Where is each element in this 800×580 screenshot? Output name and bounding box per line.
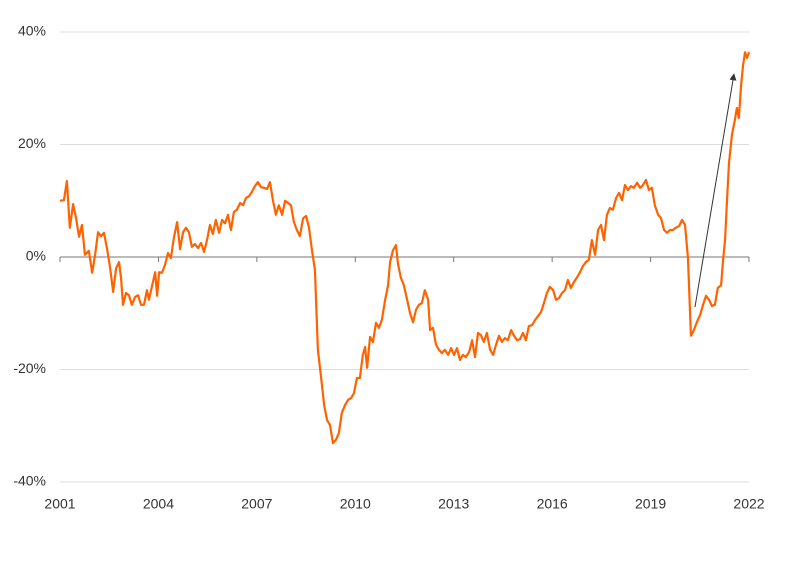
x-tick-label: 2007	[241, 496, 272, 512]
x-tick-label: 2001	[44, 496, 75, 512]
x-tick-label: 2022	[733, 496, 764, 512]
annotation-arrow	[694, 73, 737, 308]
y-tick-label: -20%	[13, 360, 46, 376]
y-tick-label: 40%	[18, 23, 46, 39]
x-tick-label: 2004	[143, 496, 174, 512]
y-tick-label: 20%	[18, 135, 46, 151]
x-tick-label: 2016	[537, 496, 568, 512]
plot	[59, 51, 751, 445]
y-tick-label: 0%	[26, 248, 46, 264]
x-tick-label: 2019	[635, 496, 666, 512]
x-tick-label: 2010	[340, 496, 371, 512]
x-tick-label: 2013	[438, 496, 469, 512]
grid: 40% 20% 0% -20% -40% 2001 2004 2007 2010 2013 2016…	[13, 23, 764, 512]
y-tick-label: -40%	[13, 473, 46, 489]
series-line	[59, 51, 751, 445]
